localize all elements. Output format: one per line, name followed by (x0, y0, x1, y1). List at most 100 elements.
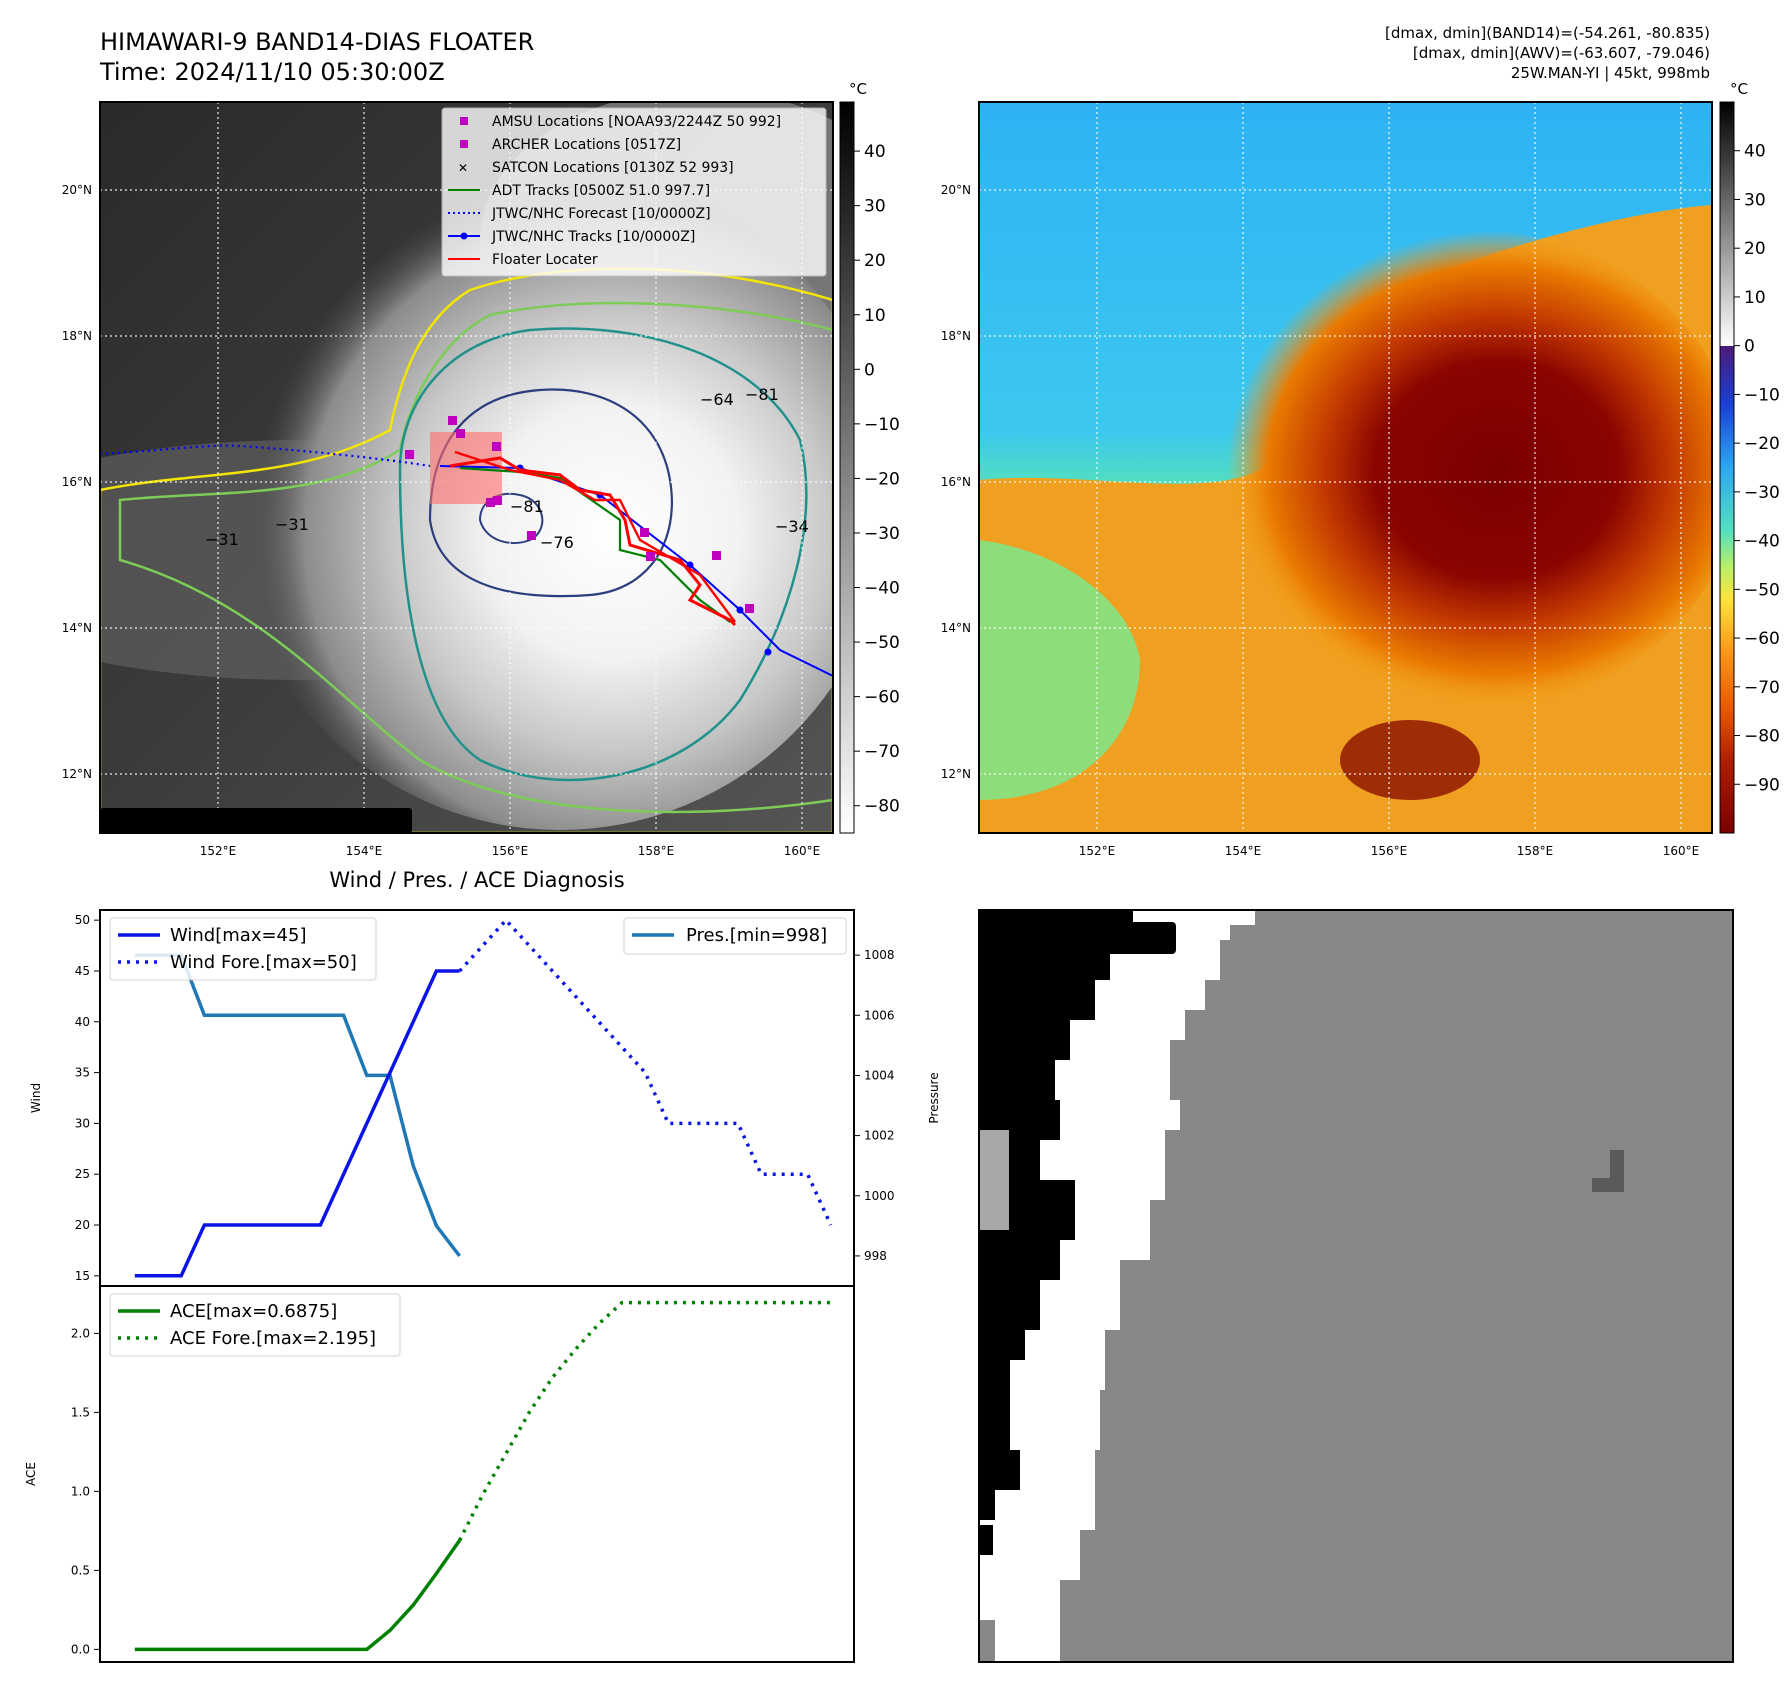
lon-tick-label: 154°E (1225, 844, 1262, 858)
floater-locater-track (454, 450, 736, 623)
archer-marker (493, 496, 502, 505)
awv-lon-ticks: 152°E 154°E 156°E 158°E 160°E (1079, 844, 1700, 858)
lat-tick-label: 14°N (941, 621, 971, 635)
ace-legend: ACE[max=0.6875] ACE Fore.[max=2.195] (109, 1293, 401, 1357)
amsu-marker (456, 429, 465, 438)
lat-tick-label: 14°N (62, 621, 92, 635)
contour-label: −76 (540, 533, 574, 552)
amsu-marker (448, 416, 457, 425)
colorbar-tick-label: −10 (864, 415, 900, 435)
lon-tick-label: 160°E (1663, 844, 1700, 858)
legend-amsu-label: AMSU Locations [NOAA93/2244Z 50 992] (492, 114, 781, 130)
legend-ace-label: ACE[max=0.6875] (170, 1301, 337, 1322)
stats-storm: 25W.MAN-YI | 45kt, 998mb (1511, 64, 1710, 82)
contour-light-green (118, 301, 833, 814)
awv-storm-core (1200, 230, 1712, 710)
wind-tick-label: 15 (75, 1269, 90, 1283)
lon-tick-label: 156°E (492, 844, 529, 858)
colorbar-tick-label: −50 (1744, 580, 1780, 600)
stats-band14: [dmax, dmin](BAND14)=(-54.261, -80.835) (1385, 24, 1710, 42)
lon-tick-label: 158°E (638, 844, 675, 858)
figure-title: HIMAWARI-9 BAND14-DIAS FLOATER (100, 28, 534, 56)
amsu-marker (646, 552, 655, 561)
lat-tick-label: 20°N (62, 183, 92, 197)
wind-tick-label: 30 (75, 1116, 90, 1130)
ace-tick-label: 0.5 (71, 1563, 90, 1577)
ace-tick-label: 0.0 (71, 1642, 90, 1656)
legend-forecast-label: JTWC/NHC Forecast [10/0000Z] (491, 206, 711, 222)
awv-map-frame (978, 101, 1713, 834)
colorbar-tick-label: −30 (864, 524, 900, 544)
lat-tick-label: 20°N (941, 183, 971, 197)
wind-tick-label: 50 (75, 913, 90, 927)
contour-label: −81 (745, 385, 779, 404)
ir-colorbar: °C 40 30 20 10 0 −10 −20 −30 −40 −50 −60 −70 −80 (839, 80, 900, 834)
jtwc-track-point (736, 606, 744, 614)
pressure-ylabel: Pressure (927, 1072, 941, 1123)
colorbar-tick-label: −60 (1744, 629, 1780, 649)
jtwc-forecast-track (100, 444, 431, 468)
copyright-text: Copyright © 2020-2024 Dapiya (104, 811, 383, 830)
amsu-marker (640, 528, 649, 537)
lon-tick-label: 158°E (1517, 844, 1554, 858)
lat-tick-label: 16°N (941, 475, 971, 489)
amsu-marker (527, 531, 536, 540)
ace-ylabel: ACE (24, 1462, 38, 1486)
contour-label: −34 (775, 517, 809, 536)
amsu-marker (745, 604, 754, 613)
legend-pressure-label: Pres.[min=998] (686, 925, 827, 946)
wmg-black-band (979, 910, 1133, 1520)
legend-satcon-label: SATCON Locations [0130Z 52 993] (492, 160, 734, 176)
floater-locater-track (449, 456, 737, 627)
lat-tick-label: 18°N (62, 329, 92, 343)
ir-map-panel: −64 −81 −31 −31 −81 −76 −34 (62, 101, 834, 858)
colorbar-tick-label: 20 (864, 251, 886, 271)
amsu-marker (405, 450, 414, 459)
contour-label: −64 (700, 390, 734, 409)
colorbar-tick-label: −70 (864, 742, 900, 762)
legend-ace-fore-label: ACE Fore.[max=2.195] (170, 1328, 376, 1349)
wmg-dark-patch (1592, 1178, 1624, 1192)
ace-chart: ACE 2.0 1.5 1.0 0.5 0.0 ACE[max=0.6875] ACE … (24, 1285, 855, 1663)
colorbar-tick-label: 20 (1744, 239, 1766, 259)
wind-tick-label: 40 (75, 1015, 90, 1029)
wind-series-line (134, 969, 460, 1278)
colorbar-tick-label: −30 (1744, 483, 1780, 503)
pressure-tick-label: 1004 (864, 1068, 895, 1082)
colorbar-unit: °C (849, 80, 867, 98)
colorbar-tick-label: −90 (1744, 775, 1780, 795)
colorbar-tick-label: 10 (1744, 288, 1766, 308)
lat-tick-label: 18°N (941, 329, 971, 343)
pressure-tick-label: 1002 (864, 1129, 895, 1143)
wmg-light-gray-patch (979, 1130, 1009, 1230)
map-legend: AMSU Locations [NOAA93/2244Z 50 992] ARC… (441, 107, 827, 277)
lon-tick-label: 156°E (1371, 844, 1408, 858)
colorbar-tick-label: 40 (864, 142, 886, 162)
colorbar-tick-label: −80 (1744, 727, 1780, 747)
lon-tick-label: 154°E (346, 844, 383, 858)
contour-label: −31 (275, 515, 309, 534)
legend-satcon-icon: ✕ (458, 161, 468, 175)
pressure-tick-label: 998 (864, 1249, 887, 1263)
diagnosis-title: Wind / Pres. / ACE Diagnosis (329, 868, 624, 892)
colorbar-tick-label: −20 (864, 469, 900, 489)
colorbar-tick-label: −40 (1744, 532, 1780, 552)
legend-jtwc-label: JTWC/NHC Tracks [10/0000Z] (491, 229, 695, 245)
ir-map-frame (99, 101, 834, 834)
colorbar-tick-label: −20 (1744, 434, 1780, 454)
legend-jtwc-dot (460, 232, 468, 240)
amsu-marker (492, 442, 501, 451)
colorbar-tick-label: 40 (1744, 142, 1766, 162)
colorbar-tick-label: −10 (1744, 385, 1780, 405)
colorbar-tick-label: −70 (1744, 678, 1780, 698)
archer-marker (486, 498, 495, 507)
contour-label: −31 (205, 530, 239, 549)
wind-tick-label: 25 (75, 1167, 90, 1181)
wind-tick-label: 20 (75, 1218, 90, 1232)
wmg-frame (978, 909, 1734, 1663)
wmg-count-badge (990, 922, 1176, 954)
lat-tick-label: 12°N (62, 767, 92, 781)
pressure-series-line (134, 953, 461, 1257)
awv-green-west (979, 540, 1140, 800)
